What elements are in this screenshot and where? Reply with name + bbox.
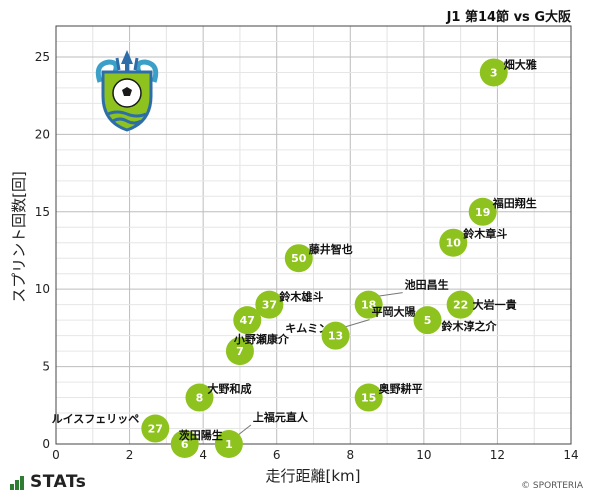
player-point-13: [321, 321, 350, 350]
player-name-label: 茨田陽生: [179, 428, 223, 442]
player-point-3: [479, 58, 508, 87]
player-point-18: [354, 290, 383, 319]
player-name-label: 小野瀬康介: [233, 332, 290, 346]
y-tick-label: 0: [42, 437, 50, 451]
player-name-label: 上福元直人: [253, 410, 309, 424]
x-tick-label: 0: [52, 448, 60, 462]
player-point-27: [141, 414, 170, 443]
player-name-label: 大岩一貴: [473, 298, 517, 312]
player-number-label: 18: [361, 299, 376, 312]
y-tick-label: 10: [35, 282, 50, 296]
player-number-label: 50: [291, 252, 307, 265]
player-name-label: 平岡大陽: [372, 305, 416, 319]
y-tick-label: 25: [35, 50, 50, 64]
x-tick-label: 8: [346, 448, 354, 462]
player-number-label: 15: [361, 392, 376, 405]
stats-bars-icon: [10, 474, 25, 490]
x-axis-ticks: 0 2 4 6 8 10 12 14: [52, 448, 578, 462]
x-axis-label: 走行距離[km]: [265, 467, 360, 485]
player-name-label: 畑大雅: [504, 57, 537, 71]
player-number-label: 19: [475, 206, 490, 219]
player-name-label: 藤井智也: [309, 242, 353, 256]
y-tick-label: 20: [35, 127, 50, 141]
player-name-label: 鈴木章斗: [463, 227, 507, 241]
x-tick-label: 10: [416, 448, 431, 462]
player-number-label: 10: [446, 237, 462, 250]
x-tick-label: 12: [490, 448, 505, 462]
y-tick-label: 15: [35, 205, 50, 219]
player-name-label: 鈴木淳之介: [442, 319, 498, 333]
brand-logo: STATs: [10, 472, 86, 492]
player-point-19: [468, 197, 497, 226]
x-tick-label: 2: [126, 448, 134, 462]
player-number-label: 47: [240, 314, 255, 327]
player-number-label: 8: [196, 392, 204, 405]
player-number-label: 6: [181, 438, 189, 451]
player-number-label: 13: [328, 330, 343, 343]
y-tick-label: 5: [42, 360, 50, 374]
player-name-label: 奥野耕平: [378, 382, 423, 396]
player-name-label: 鈴木雄斗: [279, 290, 323, 304]
player-point-8: [185, 383, 214, 412]
player-point-10: [439, 228, 468, 257]
player-point-37: [255, 290, 284, 319]
y-axis-label: スプリント回数[回]: [10, 171, 28, 303]
x-tick-label: 4: [199, 448, 207, 462]
player-point-1: [214, 430, 243, 458]
leader-line: [236, 424, 252, 436]
player-point-15: [354, 383, 383, 412]
bellmare-crest-icon: [95, 50, 159, 132]
player-name-label: 大野和成: [207, 382, 251, 396]
x-tick-label: 6: [273, 448, 281, 462]
player-point-7: [225, 337, 254, 366]
plot-frame: [55, 25, 572, 445]
player-number-label: 1: [225, 438, 233, 451]
label-leader-lines: [236, 292, 403, 436]
leader-line: [343, 319, 370, 328]
player-point-22: [446, 290, 475, 319]
chart-title: J1 第14節 vs G大阪: [446, 9, 572, 25]
grid: [55, 25, 572, 445]
player-number-label: 3: [490, 66, 498, 79]
player-point-5: [413, 306, 442, 335]
player-number-label: 27: [148, 423, 163, 436]
player-name-label: 池田昌生: [405, 278, 449, 292]
player-number-label: 5: [424, 314, 432, 327]
player-name-label: ルイスフェリッペ: [52, 413, 140, 426]
player-number-label: 22: [453, 299, 468, 312]
player-point-47: [233, 306, 262, 335]
player-number-label: 7: [236, 345, 244, 358]
copyright: © SPORTERIA: [521, 481, 583, 491]
x-tick-label: 14: [563, 448, 578, 462]
player-point-50: [284, 244, 313, 273]
brand-name: STATs: [30, 472, 87, 492]
leader-line: [377, 292, 403, 297]
player-number-label: 37: [262, 299, 277, 312]
y-axis-ticks: 0 5 10 15 20 25: [35, 50, 50, 451]
player-point-6: [170, 430, 199, 458]
player-name-label: 福田翔生: [492, 196, 537, 210]
